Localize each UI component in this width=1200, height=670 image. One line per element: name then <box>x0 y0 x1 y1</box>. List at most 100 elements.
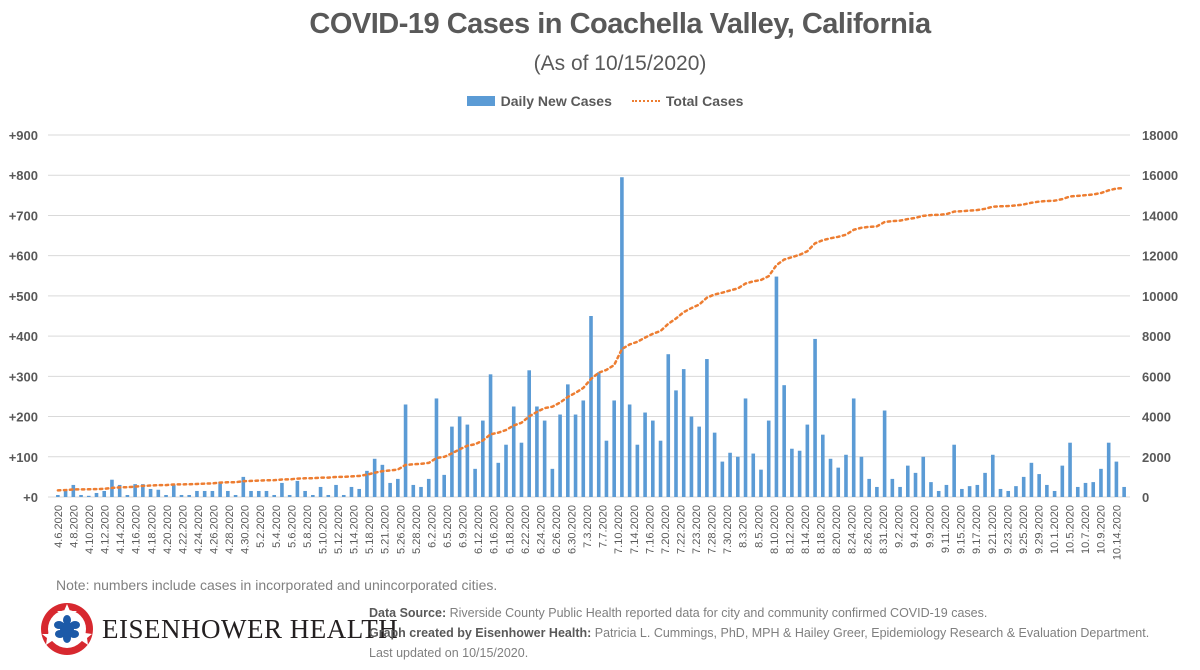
created-by-label: Graph created by Eisenhower Health: <box>369 626 592 640</box>
bar <box>782 385 786 497</box>
bar <box>164 494 168 497</box>
bar <box>450 426 454 497</box>
y-right-tick-label: 12000 <box>1142 249 1178 264</box>
bar <box>844 454 848 497</box>
x-tick-label: 5.18.2020 <box>364 505 376 554</box>
chart-canvas: +0 +100 +200 +300 +400 +500 +600 +700 +800 +900 0… <box>9 128 1178 560</box>
bar <box>287 494 292 497</box>
x-tick-label: 4.28.2020 <box>224 505 236 554</box>
y-left-tick-label: +200 <box>9 410 38 425</box>
bar <box>396 478 400 497</box>
x-tick-label: 5.21.2020 <box>380 505 392 554</box>
x-tick-label: 9.4.2020 <box>909 505 921 548</box>
bar <box>751 453 756 497</box>
bar <box>256 490 261 497</box>
bar <box>311 494 315 497</box>
bar <box>875 486 879 497</box>
x-tick-label: 10.5.2020 <box>1065 505 1077 554</box>
bar <box>365 470 369 497</box>
bar <box>1114 461 1119 497</box>
bar <box>527 370 531 497</box>
bar <box>720 461 725 497</box>
x-tick-label: 6.2.2020 <box>426 505 438 548</box>
bar <box>936 490 941 497</box>
legend-label-total: Total Cases <box>665 93 744 109</box>
x-tick-label: 6.12.2020 <box>473 505 485 554</box>
x-tick-label: 4.20.2020 <box>162 505 174 554</box>
bar <box>967 486 972 497</box>
y-right-tick-label: 2000 <box>1142 450 1171 465</box>
x-tick-label: 8.14.2020 <box>800 505 812 554</box>
x-tick-label: 7.16.2020 <box>644 505 656 554</box>
created-by-line: Graph created by Eisenhower Health: Patr… <box>369 623 1169 663</box>
bar <box>249 490 253 497</box>
bar <box>71 484 76 497</box>
x-tick-label: 9.2.2020 <box>893 505 905 548</box>
bar <box>1021 476 1026 497</box>
bar <box>241 476 246 497</box>
x-tick-label: 10.7.2020 <box>1080 505 1092 554</box>
y-right-tick-label: 18000 <box>1142 128 1178 143</box>
bar <box>272 494 277 497</box>
data-source-text: Riverside County Public Health reported … <box>446 606 988 620</box>
x-tick-label: 10.14.2020 <box>1111 505 1123 560</box>
bar <box>890 478 895 497</box>
x-tick-label: 10.9.2020 <box>1096 505 1108 554</box>
x-tick-label: 4.16.2020 <box>131 505 143 554</box>
chart-legend: Daily New Cases Total Cases <box>0 93 1200 109</box>
x-tick-label: 4.14.2020 <box>115 505 127 554</box>
x-tick-label: 9.17.2020 <box>971 505 983 554</box>
bar-series-daily-new-cases <box>56 177 1126 497</box>
bar <box>264 490 269 497</box>
x-tick-label: 5.10.2020 <box>317 505 329 554</box>
y-left-tick-label: +100 <box>9 450 38 465</box>
bar <box>882 410 887 497</box>
x-tick-label: 4.18.2020 <box>146 505 158 554</box>
x-tick-label: 6.30.2020 <box>567 505 579 554</box>
chart-credits: Data Source: Riverside County Public Hea… <box>369 603 1169 663</box>
bar <box>759 469 763 497</box>
y-left-tick-label: +500 <box>9 289 38 304</box>
bar <box>542 420 547 497</box>
x-tick-label: 6.16.2020 <box>489 505 501 554</box>
x-tick-label: 6.22.2020 <box>520 505 532 554</box>
chart-note: Note: numbers include cases in incorpora… <box>56 577 498 593</box>
bar <box>944 484 949 497</box>
bar <box>566 384 570 497</box>
x-tick-label: 7.23.2020 <box>691 505 703 554</box>
bar <box>511 406 516 497</box>
x-tick-label: 5.2.2020 <box>255 505 267 548</box>
bar <box>1014 486 1018 497</box>
bar <box>349 486 354 497</box>
x-tick-label: 5.4.2020 <box>271 505 283 548</box>
bar <box>403 404 408 497</box>
bar <box>303 490 307 497</box>
x-tick-label: 4.26.2020 <box>209 505 221 554</box>
eisenhower-star-logo-icon <box>41 603 93 655</box>
x-tick-label: 7.7.2020 <box>598 505 610 548</box>
y-right-tick-label: 16000 <box>1142 168 1178 183</box>
bar <box>736 456 740 497</box>
bar <box>79 494 83 497</box>
bar <box>334 484 338 497</box>
bar <box>712 432 717 497</box>
x-tick-label: 8.3.2020 <box>738 505 750 548</box>
bar <box>442 474 446 497</box>
bar <box>643 412 647 497</box>
bar <box>573 414 578 497</box>
gridlines <box>48 134 1130 498</box>
bar <box>952 444 956 497</box>
bar <box>1099 468 1103 497</box>
bar <box>550 468 555 497</box>
bar <box>141 484 145 497</box>
created-by-text: Patricia L. Cummings, PhD, MPH & Hailey … <box>369 626 1150 660</box>
bar <box>612 400 616 497</box>
total-cases-line <box>56 186 1126 492</box>
bar <box>473 468 477 497</box>
bar <box>226 490 230 497</box>
bar <box>921 456 926 497</box>
x-axis-labels: 4.6.2020 4.8.2020 4.10.2020 4.12.2020 4.14.2… <box>53 505 1123 560</box>
bar <box>813 338 817 497</box>
legend-item-daily-new-cases: Daily New Cases <box>466 93 612 109</box>
x-tick-label: 9.23.2020 <box>1002 505 1014 554</box>
